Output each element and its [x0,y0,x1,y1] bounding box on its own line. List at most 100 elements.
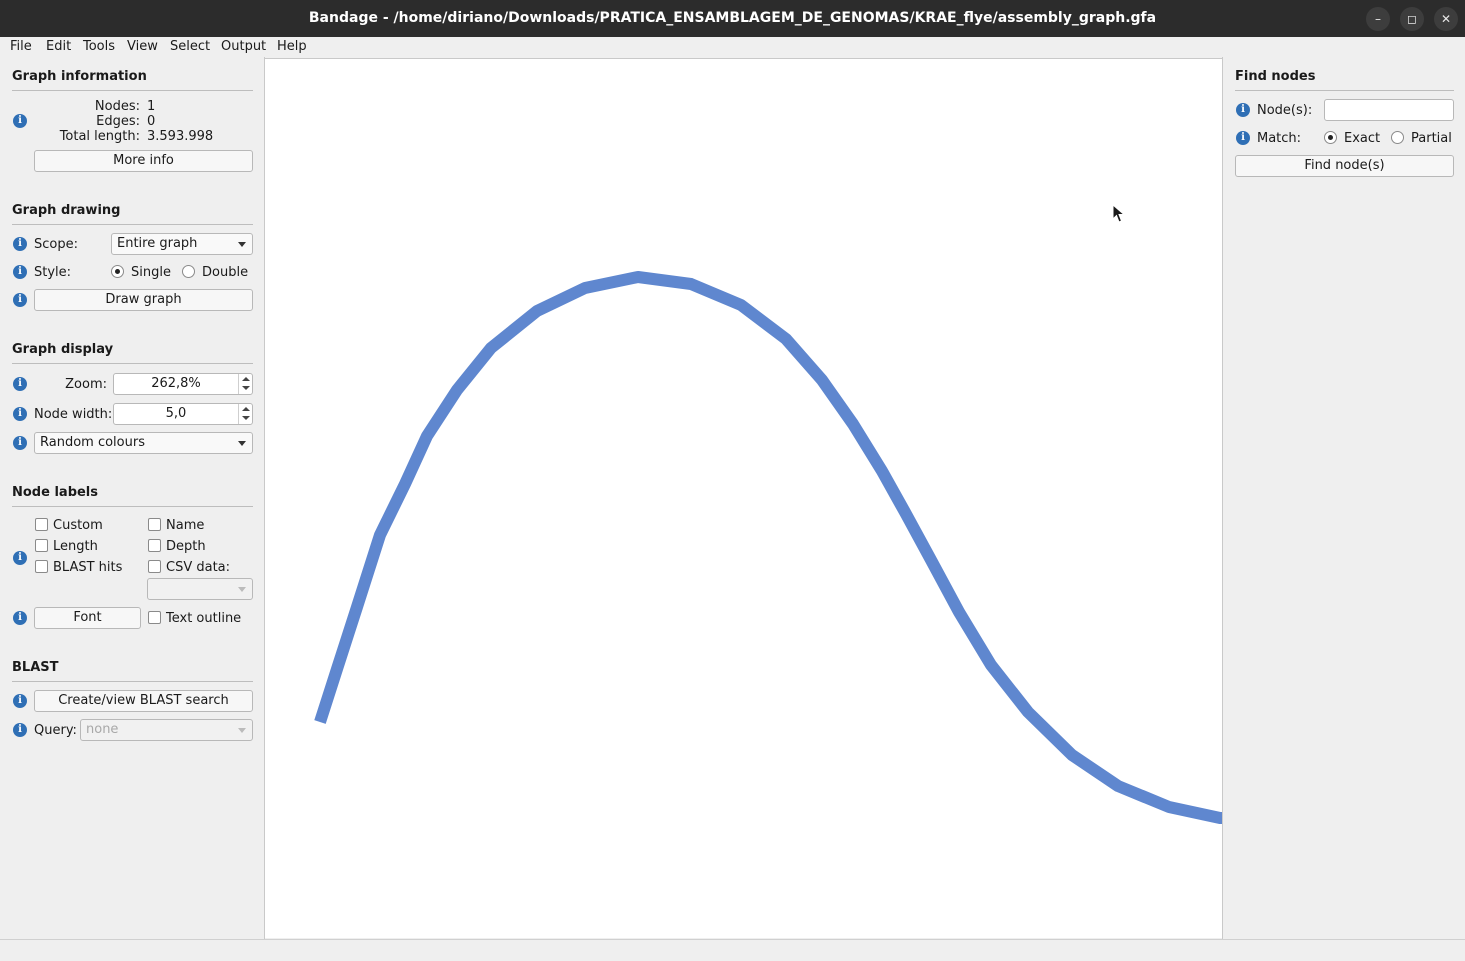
maximize-button[interactable]: ◻ [1400,7,1424,31]
colour-scheme-dropdown[interactable]: Random colours [34,432,253,454]
graph-node[interactable] [314,271,1226,824]
minimize-button[interactable]: – [1366,7,1390,31]
graph-canvas[interactable] [265,58,1226,938]
menu-help[interactable]: Help [277,39,307,54]
match-label: Match: [1257,131,1302,146]
close-button[interactable]: ✕ [1434,7,1458,31]
style-double-label: Double [202,265,249,280]
menu-tools[interactable]: Tools [83,39,116,54]
draw-graph-button[interactable]: Draw graph [34,289,253,311]
right-find-panel: Find nodes i Node(s): i Match: Exact Par… [1222,57,1465,939]
query-value: none [86,722,119,737]
node-width-label: Node width: [34,407,113,422]
section-divider [12,90,253,91]
info-icon[interactable]: i [13,237,27,251]
match-partial-radio[interactable] [1391,131,1404,144]
chevron-up-icon [242,377,250,381]
info-icon[interactable]: i [13,694,27,708]
info-icon[interactable]: i [13,114,27,128]
chevron-down-icon [238,728,246,733]
scope-dropdown[interactable]: Entire graph [111,233,253,255]
info-icon[interactable]: i [13,377,27,391]
blast-title: BLAST [12,660,59,675]
info-icon[interactable]: i [13,436,27,450]
zoom-value: 262,8% [151,376,201,391]
text-outline-checkbox[interactable] [148,611,161,624]
menu-select[interactable]: Select [170,39,211,54]
query-dropdown[interactable]: none [80,719,253,741]
colour-scheme-value: Random colours [40,435,145,450]
info-icon[interactable]: i [13,723,27,737]
find-nodes-input[interactable] [1324,99,1454,121]
style-single-label: Single [131,265,171,280]
section-divider [12,681,253,682]
more-info-button[interactable]: More info [34,150,253,172]
blast-hits-checkbox[interactable] [35,560,48,573]
menu-view[interactable]: View [127,39,158,54]
info-icon[interactable]: i [1236,103,1250,117]
csv-data-checkbox[interactable] [148,560,161,573]
nodes-label: Nodes: [94,99,140,114]
length-checkbox[interactable] [35,539,48,552]
chevron-down-icon [238,441,246,446]
edges-label: Edges: [96,114,140,129]
chevron-down-icon [242,386,250,390]
graph-information-title: Graph information [12,69,147,84]
zoom-label: Zoom: [65,377,107,392]
blast-search-button[interactable]: Create/view BLAST search [34,690,253,712]
section-divider [12,224,253,225]
graph-svg [314,271,1226,824]
style-double-radio[interactable] [182,265,195,278]
info-icon[interactable]: i [13,551,27,565]
chevron-up-icon [242,407,250,411]
info-icon[interactable]: i [13,293,27,307]
nodes-value: 1 [147,99,156,114]
info-icon[interactable]: i [1236,131,1250,145]
node-width-value: 5,0 [165,406,187,421]
find-nodes-title: Find nodes [1235,69,1316,84]
menu-file[interactable]: File [10,39,32,54]
blast-hits-label: BLAST hits [53,560,123,575]
graph-display-title: Graph display [12,342,114,357]
depth-checkbox[interactable] [148,539,161,552]
scope-value: Entire graph [117,236,198,251]
custom-checkbox[interactable] [35,518,48,531]
custom-label: Custom [53,518,103,533]
node-labels-title: Node labels [12,485,99,500]
info-icon[interactable]: i [13,265,27,279]
total-length-value: 3.593.998 [147,129,214,144]
info-icon[interactable]: i [13,407,27,421]
style-label: Style: [34,265,72,280]
style-single-radio[interactable] [111,265,124,278]
zoom-spinbox[interactable]: 262,8% [113,373,253,395]
chevron-down-icon [238,242,246,247]
status-bar [0,939,1465,961]
graph-drawing-title: Graph drawing [12,203,121,218]
section-divider [12,506,253,507]
find-nodes-button[interactable]: Find node(s) [1235,155,1454,177]
csv-data-dropdown[interactable] [147,578,253,600]
spin-arrows[interactable] [238,404,252,424]
info-icon[interactable]: i [13,611,27,625]
spin-arrows[interactable] [238,374,252,394]
scope-label: Scope: [34,237,78,252]
name-checkbox[interactable] [148,518,161,531]
section-divider [1235,90,1454,91]
menu-bar: File Edit Tools View Select Output Help [0,37,1465,57]
find-nodes-label: Node(s): [1257,103,1313,118]
section-divider [12,363,253,364]
query-label: Query: [34,723,77,738]
menu-output[interactable]: Output [221,39,267,54]
chevron-down-icon [242,416,250,420]
node-width-spinbox[interactable]: 5,0 [113,403,253,425]
title-bar: Bandage - /home/diriano/Downloads/PRATIC… [0,0,1465,37]
chevron-down-icon [238,587,246,592]
match-partial-label: Partial [1411,131,1452,146]
match-exact-label: Exact [1344,131,1381,146]
text-outline-label: Text outline [166,611,242,626]
name-label: Name [166,518,205,533]
menu-edit[interactable]: Edit [46,39,72,54]
length-label: Length [53,539,98,554]
match-exact-radio[interactable] [1324,131,1337,144]
font-button[interactable]: Font [34,607,141,629]
